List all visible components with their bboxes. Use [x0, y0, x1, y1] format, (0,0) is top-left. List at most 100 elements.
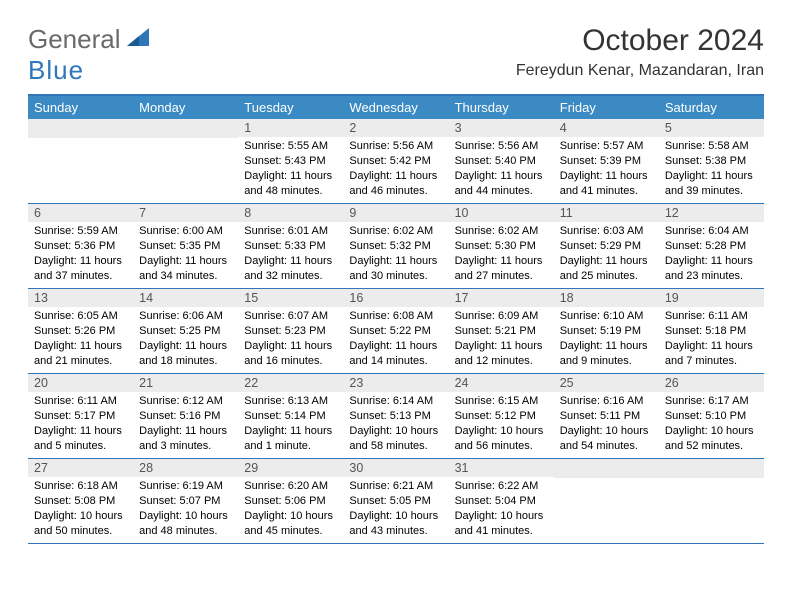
- day-content: Sunrise: 6:22 AMSunset: 5:04 PMDaylight:…: [449, 477, 554, 542]
- logo-text-general: General: [28, 24, 121, 54]
- day-content: [554, 478, 659, 538]
- day-number: 6: [28, 204, 133, 222]
- sunrise-line: Sunrise: 6:13 AM: [244, 394, 337, 409]
- daylight-line: Daylight: 11 hours and 39 minutes.: [665, 169, 758, 199]
- sunrise-line: Sunrise: 6:10 AM: [560, 309, 653, 324]
- sunset-line: Sunset: 5:21 PM: [455, 324, 548, 339]
- sunrise-line: Sunrise: 6:09 AM: [455, 309, 548, 324]
- day-number: 10: [449, 204, 554, 222]
- day-number: 7: [133, 204, 238, 222]
- daylight-line: Daylight: 11 hours and 25 minutes.: [560, 254, 653, 284]
- day-content: Sunrise: 6:17 AMSunset: 5:10 PMDaylight:…: [659, 392, 764, 457]
- day-cell: 30Sunrise: 6:21 AMSunset: 5:05 PMDayligh…: [343, 459, 448, 543]
- day-content: Sunrise: 6:09 AMSunset: 5:21 PMDaylight:…: [449, 307, 554, 372]
- daylight-line: Daylight: 11 hours and 18 minutes.: [139, 339, 232, 369]
- day-cell: 9Sunrise: 6:02 AMSunset: 5:32 PMDaylight…: [343, 204, 448, 288]
- sunset-line: Sunset: 5:25 PM: [139, 324, 232, 339]
- day-cell: 11Sunrise: 6:03 AMSunset: 5:29 PMDayligh…: [554, 204, 659, 288]
- week-row: 1Sunrise: 5:55 AMSunset: 5:43 PMDaylight…: [28, 119, 764, 204]
- header: General Blue October 2024 Fereydun Kenar…: [28, 24, 764, 86]
- day-cell: 31Sunrise: 6:22 AMSunset: 5:04 PMDayligh…: [449, 459, 554, 543]
- day-cell: 13Sunrise: 6:05 AMSunset: 5:26 PMDayligh…: [28, 289, 133, 373]
- day-content: Sunrise: 6:01 AMSunset: 5:33 PMDaylight:…: [238, 222, 343, 287]
- sunrise-line: Sunrise: 6:03 AM: [560, 224, 653, 239]
- day-cell: 19Sunrise: 6:11 AMSunset: 5:18 PMDayligh…: [659, 289, 764, 373]
- day-number: 24: [449, 374, 554, 392]
- day-cell: 14 Sunrise: 6:06 AMSunset: 5:25 PMDayligh…: [133, 289, 238, 373]
- weekday-header: Monday: [133, 96, 238, 119]
- day-number: 9: [343, 204, 448, 222]
- sunset-line: Sunset: 5:36 PM: [34, 239, 127, 254]
- day-number: 8: [238, 204, 343, 222]
- daylight-line: Daylight: 10 hours and 56 minutes.: [455, 424, 548, 454]
- day-cell: 26Sunrise: 6:17 AMSunset: 5:10 PMDayligh…: [659, 374, 764, 458]
- day-cell: 16Sunrise: 6:08 AMSunset: 5:22 PMDayligh…: [343, 289, 448, 373]
- day-number: 21: [133, 374, 238, 392]
- day-number: 2: [343, 119, 448, 137]
- day-number: 22: [238, 374, 343, 392]
- weekday-header: Wednesday: [343, 96, 448, 119]
- daylight-line: Daylight: 11 hours and 37 minutes.: [34, 254, 127, 284]
- day-number: 25: [554, 374, 659, 392]
- month-title: October 2024: [516, 24, 764, 58]
- day-cell: 6 Sunrise: 5:59 AMSunset: 5:36 PMDaylight…: [28, 204, 133, 288]
- day-number: [133, 119, 238, 138]
- sunrise-line: Sunrise: 5:56 AM: [349, 139, 442, 154]
- week-row: 13Sunrise: 6:05 AMSunset: 5:26 PMDayligh…: [28, 289, 764, 374]
- sunrise-line: Sunrise: 6:00 AM: [139, 224, 232, 239]
- day-content: Sunrise: 6:00 AMSunset: 5:35 PMDaylight:…: [133, 222, 238, 287]
- sunset-line: Sunset: 5:38 PM: [665, 154, 758, 169]
- day-number: 1: [238, 119, 343, 137]
- sunrise-line: Sunrise: 5:56 AM: [455, 139, 548, 154]
- day-content: Sunrise: 6:14 AMSunset: 5:13 PMDaylight:…: [343, 392, 448, 457]
- day-number: 29: [238, 459, 343, 477]
- day-content: Sunrise: 5:58 AMSunset: 5:38 PMDaylight:…: [659, 137, 764, 202]
- sunset-line: Sunset: 5:18 PM: [665, 324, 758, 339]
- day-number: 27: [28, 459, 133, 477]
- sunrise-line: Sunrise: 6:14 AM: [349, 394, 442, 409]
- sunset-line: Sunset: 5:11 PM: [560, 409, 653, 424]
- sunset-line: Sunset: 5:40 PM: [455, 154, 548, 169]
- location: Fereydun Kenar, Mazandaran, Iran: [516, 62, 764, 80]
- daylight-line: Daylight: 10 hours and 45 minutes.: [244, 509, 337, 539]
- sunset-line: Sunset: 5:32 PM: [349, 239, 442, 254]
- daylight-line: Daylight: 11 hours and 9 minutes.: [560, 339, 653, 369]
- daylight-line: Daylight: 11 hours and 23 minutes.: [665, 254, 758, 284]
- sunset-line: Sunset: 5:35 PM: [139, 239, 232, 254]
- day-content: Sunrise: 6:02 AMSunset: 5:32 PMDaylight:…: [343, 222, 448, 287]
- sunset-line: Sunset: 5:17 PM: [34, 409, 127, 424]
- day-number: 15: [238, 289, 343, 307]
- sunset-line: Sunset: 5:19 PM: [560, 324, 653, 339]
- day-number: 14: [133, 289, 238, 307]
- sunrise-line: Sunrise: 6:19 AM: [139, 479, 232, 494]
- sunrise-line: Sunrise: 6:11 AM: [34, 394, 127, 409]
- logo-text-blue: Blue: [28, 55, 84, 85]
- day-cell: 24Sunrise: 6:15 AMSunset: 5:12 PMDayligh…: [449, 374, 554, 458]
- sunrise-line: Sunrise: 6:01 AM: [244, 224, 337, 239]
- sunrise-line: Sunrise: 6:06 AM: [139, 309, 232, 324]
- daylight-line: Daylight: 11 hours and 30 minutes.: [349, 254, 442, 284]
- day-content: Sunrise: 6:04 AMSunset: 5:28 PMDaylight:…: [659, 222, 764, 287]
- sunset-line: Sunset: 5:30 PM: [455, 239, 548, 254]
- day-cell: 20Sunrise: 6:11 AMSunset: 5:17 PMDayligh…: [28, 374, 133, 458]
- sunrise-line: Sunrise: 6:18 AM: [34, 479, 127, 494]
- weeks-container: 1Sunrise: 5:55 AMSunset: 5:43 PMDaylight…: [28, 119, 764, 544]
- sunset-line: Sunset: 5:13 PM: [349, 409, 442, 424]
- day-content: Sunrise: 6:19 AMSunset: 5:07 PMDaylight:…: [133, 477, 238, 542]
- daylight-line: Daylight: 10 hours and 48 minutes.: [139, 509, 232, 539]
- sunset-line: Sunset: 5:23 PM: [244, 324, 337, 339]
- daylight-line: Daylight: 10 hours and 58 minutes.: [349, 424, 442, 454]
- sunset-line: Sunset: 5:05 PM: [349, 494, 442, 509]
- daylight-line: Daylight: 11 hours and 3 minutes.: [139, 424, 232, 454]
- day-number: 5: [659, 119, 764, 137]
- sunset-line: Sunset: 5:28 PM: [665, 239, 758, 254]
- week-row: 27Sunrise: 6:18 AMSunset: 5:08 PMDayligh…: [28, 459, 764, 544]
- sunrise-line: Sunrise: 6:02 AM: [349, 224, 442, 239]
- day-content: Sunrise: 6:11 AMSunset: 5:17 PMDaylight:…: [28, 392, 133, 457]
- daylight-line: Daylight: 11 hours and 7 minutes.: [665, 339, 758, 369]
- sunrise-line: Sunrise: 5:58 AM: [665, 139, 758, 154]
- logo: General Blue: [28, 24, 155, 86]
- sunset-line: Sunset: 5:22 PM: [349, 324, 442, 339]
- day-number: [554, 459, 659, 478]
- sunrise-line: Sunrise: 5:59 AM: [34, 224, 127, 239]
